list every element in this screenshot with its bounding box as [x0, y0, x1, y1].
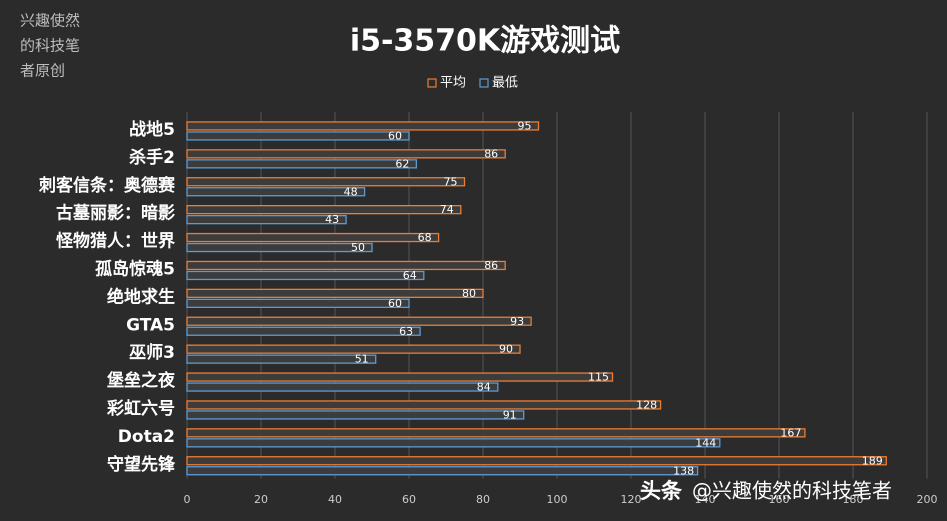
- value-label: 48: [344, 185, 358, 198]
- bar: [186, 242, 373, 253]
- y-tick-label: 怪物猎人：世界: [56, 231, 175, 252]
- y-tick-label: 绝地求生: [107, 286, 175, 307]
- value-label: 128: [636, 398, 657, 411]
- bar: [186, 121, 540, 131]
- y-tick-label: 刺客信条：奥德赛: [39, 175, 176, 196]
- y-tick-label: 古墓丽影：暗影: [56, 203, 175, 224]
- value-label: 189: [862, 454, 883, 467]
- y-tick-label: 战地5: [129, 119, 175, 140]
- footer-watermark: @兴趣使然的科技笔者: [692, 479, 892, 503]
- value-label: 84: [477, 381, 491, 394]
- bar: [186, 214, 347, 225]
- bar: [186, 187, 366, 197]
- value-label: 64: [403, 269, 417, 282]
- value-label: 50: [351, 241, 365, 254]
- bar: [186, 288, 484, 299]
- value-label: 80: [462, 287, 476, 300]
- value-label: 68: [418, 231, 432, 244]
- value-label: 62: [395, 157, 409, 170]
- y-tick-label: 巫师3: [129, 342, 175, 363]
- bar: [186, 410, 525, 420]
- value-label: 86: [484, 147, 498, 160]
- bar: [186, 438, 721, 448]
- bar: [186, 270, 425, 281]
- bar: [186, 428, 806, 438]
- x-tick-label: 120: [621, 493, 642, 506]
- bar: [186, 316, 532, 326]
- value-label: 63: [399, 325, 413, 338]
- bar: [186, 232, 440, 243]
- bar: [186, 466, 699, 476]
- legend-label: 平均: [440, 76, 466, 91]
- bar: [186, 372, 614, 382]
- y-tick-label: GTA5: [126, 315, 175, 335]
- bar: [186, 298, 410, 309]
- watermark: 者原创: [20, 62, 65, 80]
- y-tick-label: 彩虹六号: [106, 398, 175, 419]
- y-tick-label: 守望先锋: [107, 454, 176, 475]
- x-tick-label: 140: [695, 493, 716, 506]
- y-tick-label: Dota2: [118, 427, 175, 447]
- x-tick-label: 100: [547, 493, 568, 506]
- value-label: 90: [499, 343, 513, 356]
- bar: [186, 260, 506, 271]
- bar: [186, 354, 377, 364]
- value-label: 43: [325, 213, 339, 226]
- y-tick-label: 堡垒之夜: [107, 370, 176, 391]
- x-tick-label: 60: [402, 493, 416, 506]
- value-label: 51: [355, 353, 369, 366]
- bar: [186, 149, 506, 159]
- bar: [186, 400, 662, 410]
- watermark: 兴趣使然: [20, 12, 80, 30]
- bar: [186, 456, 887, 466]
- x-tick-label: 160: [769, 493, 790, 506]
- value-label: 75: [444, 175, 458, 188]
- watermark: 的科技笔: [20, 37, 80, 55]
- x-tick-label: 40: [328, 493, 342, 506]
- y-tick-label: 孤岛惊魂5: [95, 258, 175, 279]
- bar: [186, 382, 499, 392]
- bar: [186, 344, 521, 354]
- chart-title: i5-3570K游戏测试: [350, 24, 620, 59]
- value-label: 91: [503, 408, 517, 421]
- value-label: 93: [510, 315, 524, 328]
- legend: 平均 最低: [427, 76, 518, 91]
- value-label: 167: [780, 426, 801, 439]
- value-label: 60: [388, 129, 402, 142]
- bar: [186, 326, 421, 336]
- bar: [186, 159, 418, 169]
- bar: [186, 177, 466, 187]
- value-label: 144: [695, 436, 716, 449]
- bar: [186, 204, 462, 215]
- footer-watermark: 头条: [640, 479, 683, 503]
- y-tick-label: 杀手2: [129, 147, 175, 168]
- value-label: 60: [388, 297, 402, 310]
- x-tick-label: 200: [917, 493, 938, 506]
- plot: 0 20 40 60 80 100 120 140 160 180 200 战地5 95 60 杀手2 86 6…: [39, 112, 938, 506]
- legend-swatch: [479, 78, 489, 88]
- x-tick-label: 80: [476, 493, 490, 506]
- value-label: 95: [518, 119, 532, 132]
- value-label: 74: [440, 203, 454, 216]
- legend-label: 最低: [492, 76, 518, 91]
- value-label: 115: [588, 371, 609, 384]
- x-tick-label: 0: [184, 493, 191, 506]
- x-tick-label: 20: [254, 493, 268, 506]
- bar: [186, 131, 410, 141]
- value-label: 86: [484, 259, 498, 272]
- value-label: 138: [673, 464, 694, 477]
- x-tick-label: 180: [843, 493, 864, 506]
- legend-swatch: [427, 78, 437, 88]
